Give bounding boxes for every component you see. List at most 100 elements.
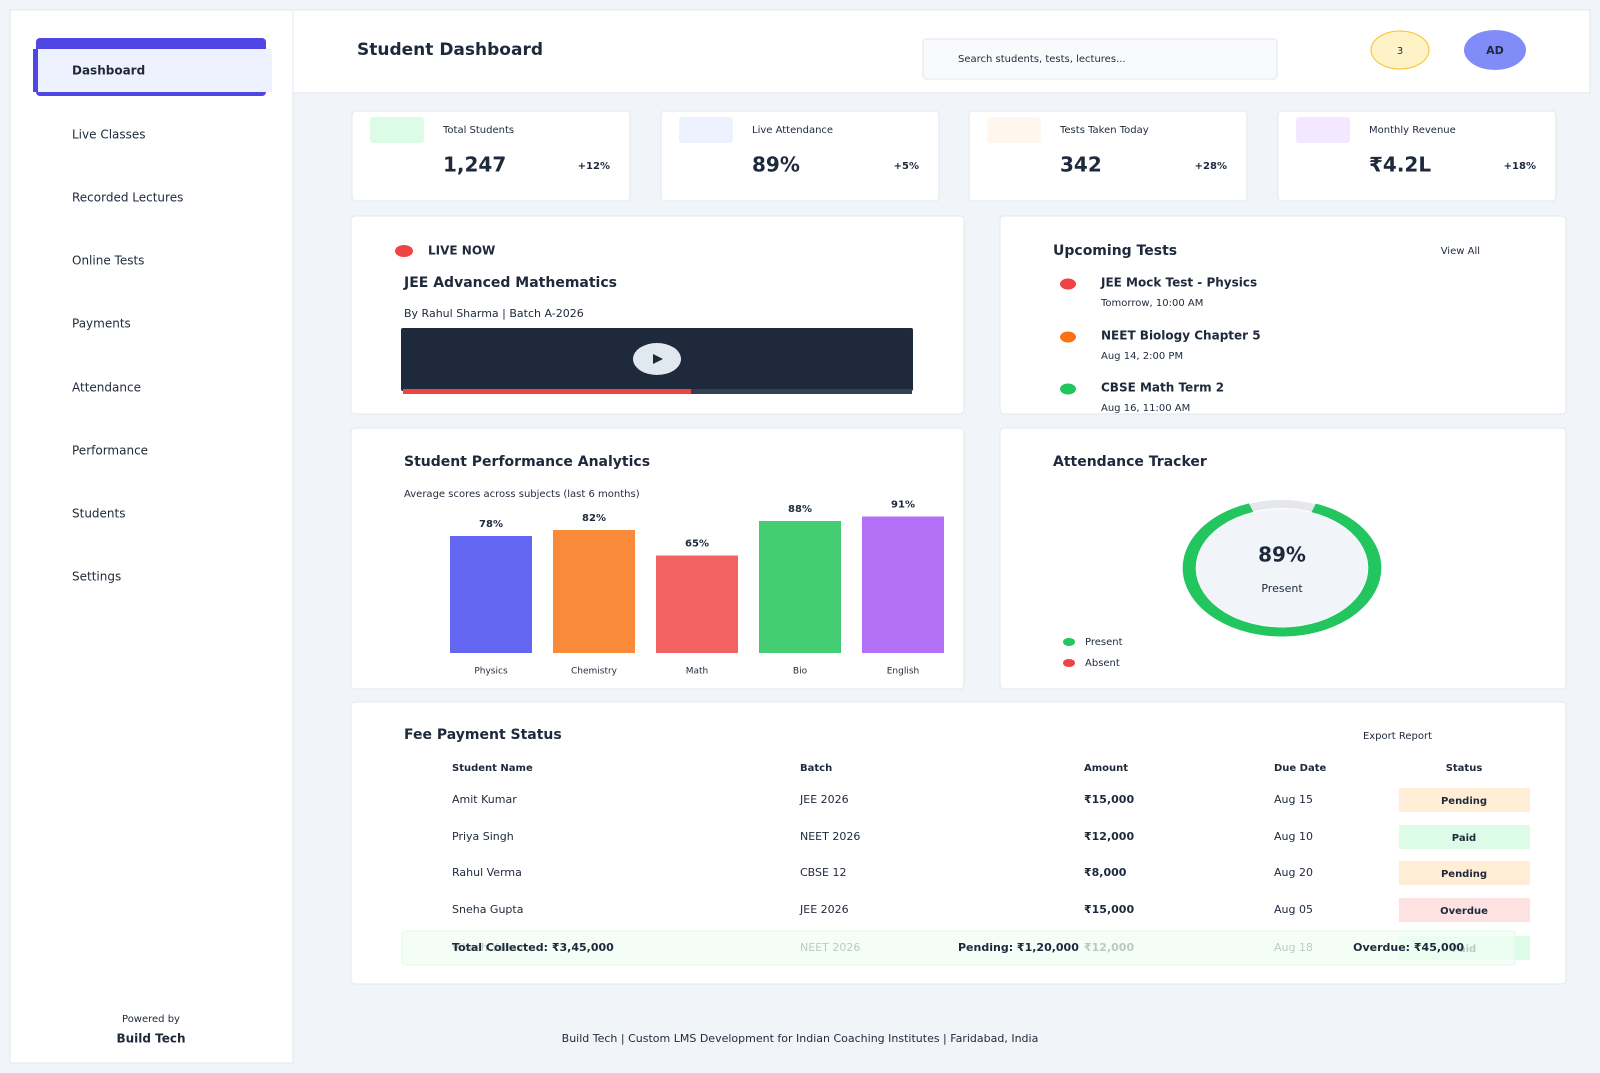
summary-item: Overdue: ₹45,000 (1353, 941, 1464, 954)
avatar-initials: AD (1486, 44, 1504, 57)
stat-icon (370, 117, 424, 143)
stat-change: +5% (894, 161, 919, 172)
status: Pending (1441, 796, 1487, 807)
value-label: 88% (788, 504, 812, 515)
cell-amount: ₹8,000 (1084, 866, 1127, 879)
column-header: Student Name (452, 763, 533, 774)
bar (656, 555, 738, 653)
stat-icon (987, 117, 1041, 143)
test-dot (1060, 383, 1076, 395)
test-name: CBSE Math Term 2 (1101, 381, 1224, 395)
summary-item: Pending: ₹1,20,000 (958, 941, 1079, 954)
nav-item[interactable]: Live Classes (72, 128, 146, 142)
live-title: JEE Advanced Mathematics (403, 275, 617, 291)
cell-batch: NEET 2026 (800, 830, 860, 843)
live-badge: LIVE NOW (428, 244, 495, 258)
bar (450, 536, 532, 653)
cell-amount: ₹15,000 (1084, 793, 1134, 806)
summary-item: Total Collected: ₹3,45,000 (452, 941, 614, 954)
x-tick-label: Chemistry (571, 667, 618, 677)
summary-bar (401, 930, 1516, 966)
test-time: Aug 16, 11:00 AM (1101, 403, 1190, 414)
value-label: 82% (582, 513, 606, 524)
nav-item[interactable]: Payments (72, 317, 131, 331)
value-label: 65% (685, 539, 709, 550)
chart-subtitle: Average scores across subjects (last 6 m… (404, 489, 640, 500)
nav-item[interactable]: Dashboard (72, 64, 145, 78)
cell-amount: ₹12,000 (1084, 830, 1134, 843)
cell-name: Amit Kumar (452, 793, 517, 806)
live-meta: By Rahul Sharma | Batch A-2026 (404, 307, 584, 320)
play-icon (653, 354, 663, 364)
stat-label: Total Students (442, 125, 514, 136)
cell-due: Aug 15 (1274, 793, 1313, 806)
cell-due: Aug 05 (1274, 903, 1313, 916)
nav-item[interactable]: Online Tests (72, 254, 144, 268)
nav-item[interactable]: Performance (72, 444, 148, 458)
legend-label: Absent (1085, 658, 1120, 669)
notification-badge[interactable] (1370, 30, 1430, 70)
value-label: 91% (891, 500, 915, 511)
status: Pending (1441, 869, 1487, 880)
page-title: Student Dashboard (357, 40, 543, 60)
status: Overdue (1440, 906, 1488, 917)
legend-label: Present (1085, 637, 1123, 648)
powered-by: Powered by (122, 1014, 180, 1025)
nav-item[interactable]: Students (72, 507, 126, 521)
x-tick-label: Bio (793, 667, 808, 677)
legend-dot (1063, 638, 1075, 646)
progress-fill (403, 389, 691, 394)
test-time: Aug 14, 2:00 PM (1101, 351, 1183, 362)
nav-item[interactable]: Recorded Lectures (72, 191, 183, 205)
avatar[interactable] (1464, 30, 1526, 70)
status: Paid (1452, 833, 1476, 844)
column-header: Amount (1084, 763, 1128, 774)
stat-value: ₹4.2L (1369, 153, 1431, 177)
stat-label: Monthly Revenue (1369, 125, 1456, 136)
fees-card (350, 701, 1567, 985)
x-tick-label: Math (686, 667, 709, 677)
nav-active-bg (36, 49, 272, 92)
bar (553, 530, 635, 653)
stat-change: +18% (1504, 161, 1536, 172)
cell-batch: JEE 2026 (799, 793, 849, 806)
cell-due: Aug 10 (1274, 830, 1313, 843)
cell-due: Aug 20 (1274, 866, 1313, 879)
stat-change: +12% (578, 161, 610, 172)
notification-count: 3 (1397, 46, 1403, 57)
fees-title: Fee Payment Status (404, 727, 562, 743)
bar (759, 521, 841, 653)
legend-dot (1063, 659, 1075, 667)
chart-title: Student Performance Analytics (404, 454, 650, 470)
column-header: Due Date (1274, 763, 1327, 774)
stat-label: Live Attendance (752, 125, 833, 136)
test-name: JEE Mock Test - Physics (1100, 276, 1257, 290)
nav-active-bar (33, 49, 38, 92)
ring-progress (1182, 499, 1382, 637)
attendance-caption: Present (1261, 582, 1303, 595)
stat-label: Tests Taken Today (1059, 125, 1149, 136)
bar (862, 516, 944, 653)
attendance-title: Attendance Tracker (1053, 454, 1207, 470)
stat-value: 89% (752, 153, 800, 177)
view-all-link[interactable]: View All (1441, 246, 1480, 257)
search-placeholder: Search students, tests, lectures... (958, 54, 1126, 65)
cell-name: Rahul Verma (452, 866, 522, 879)
nav-item[interactable]: Attendance (72, 381, 141, 395)
stat-value: 1,247 (443, 153, 506, 177)
stat-change: +28% (1195, 161, 1227, 172)
test-time: Tomorrow, 10:00 AM (1100, 298, 1203, 309)
test-name: NEET Biology Chapter 5 (1101, 329, 1261, 343)
status-pill (1399, 825, 1530, 849)
sidebar (9, 9, 294, 1064)
nav-item[interactable]: Settings (72, 570, 121, 584)
test-dot (1060, 331, 1076, 343)
footer: Build Tech | Custom LMS Development for … (562, 1032, 1039, 1045)
stat-icon (1296, 117, 1350, 143)
stat-icon (679, 117, 733, 143)
cell-name: Priya Singh (452, 830, 514, 843)
search-box[interactable] (922, 38, 1278, 80)
ring-fill (1196, 509, 1368, 627)
export-link[interactable]: Export Report (1363, 731, 1432, 742)
